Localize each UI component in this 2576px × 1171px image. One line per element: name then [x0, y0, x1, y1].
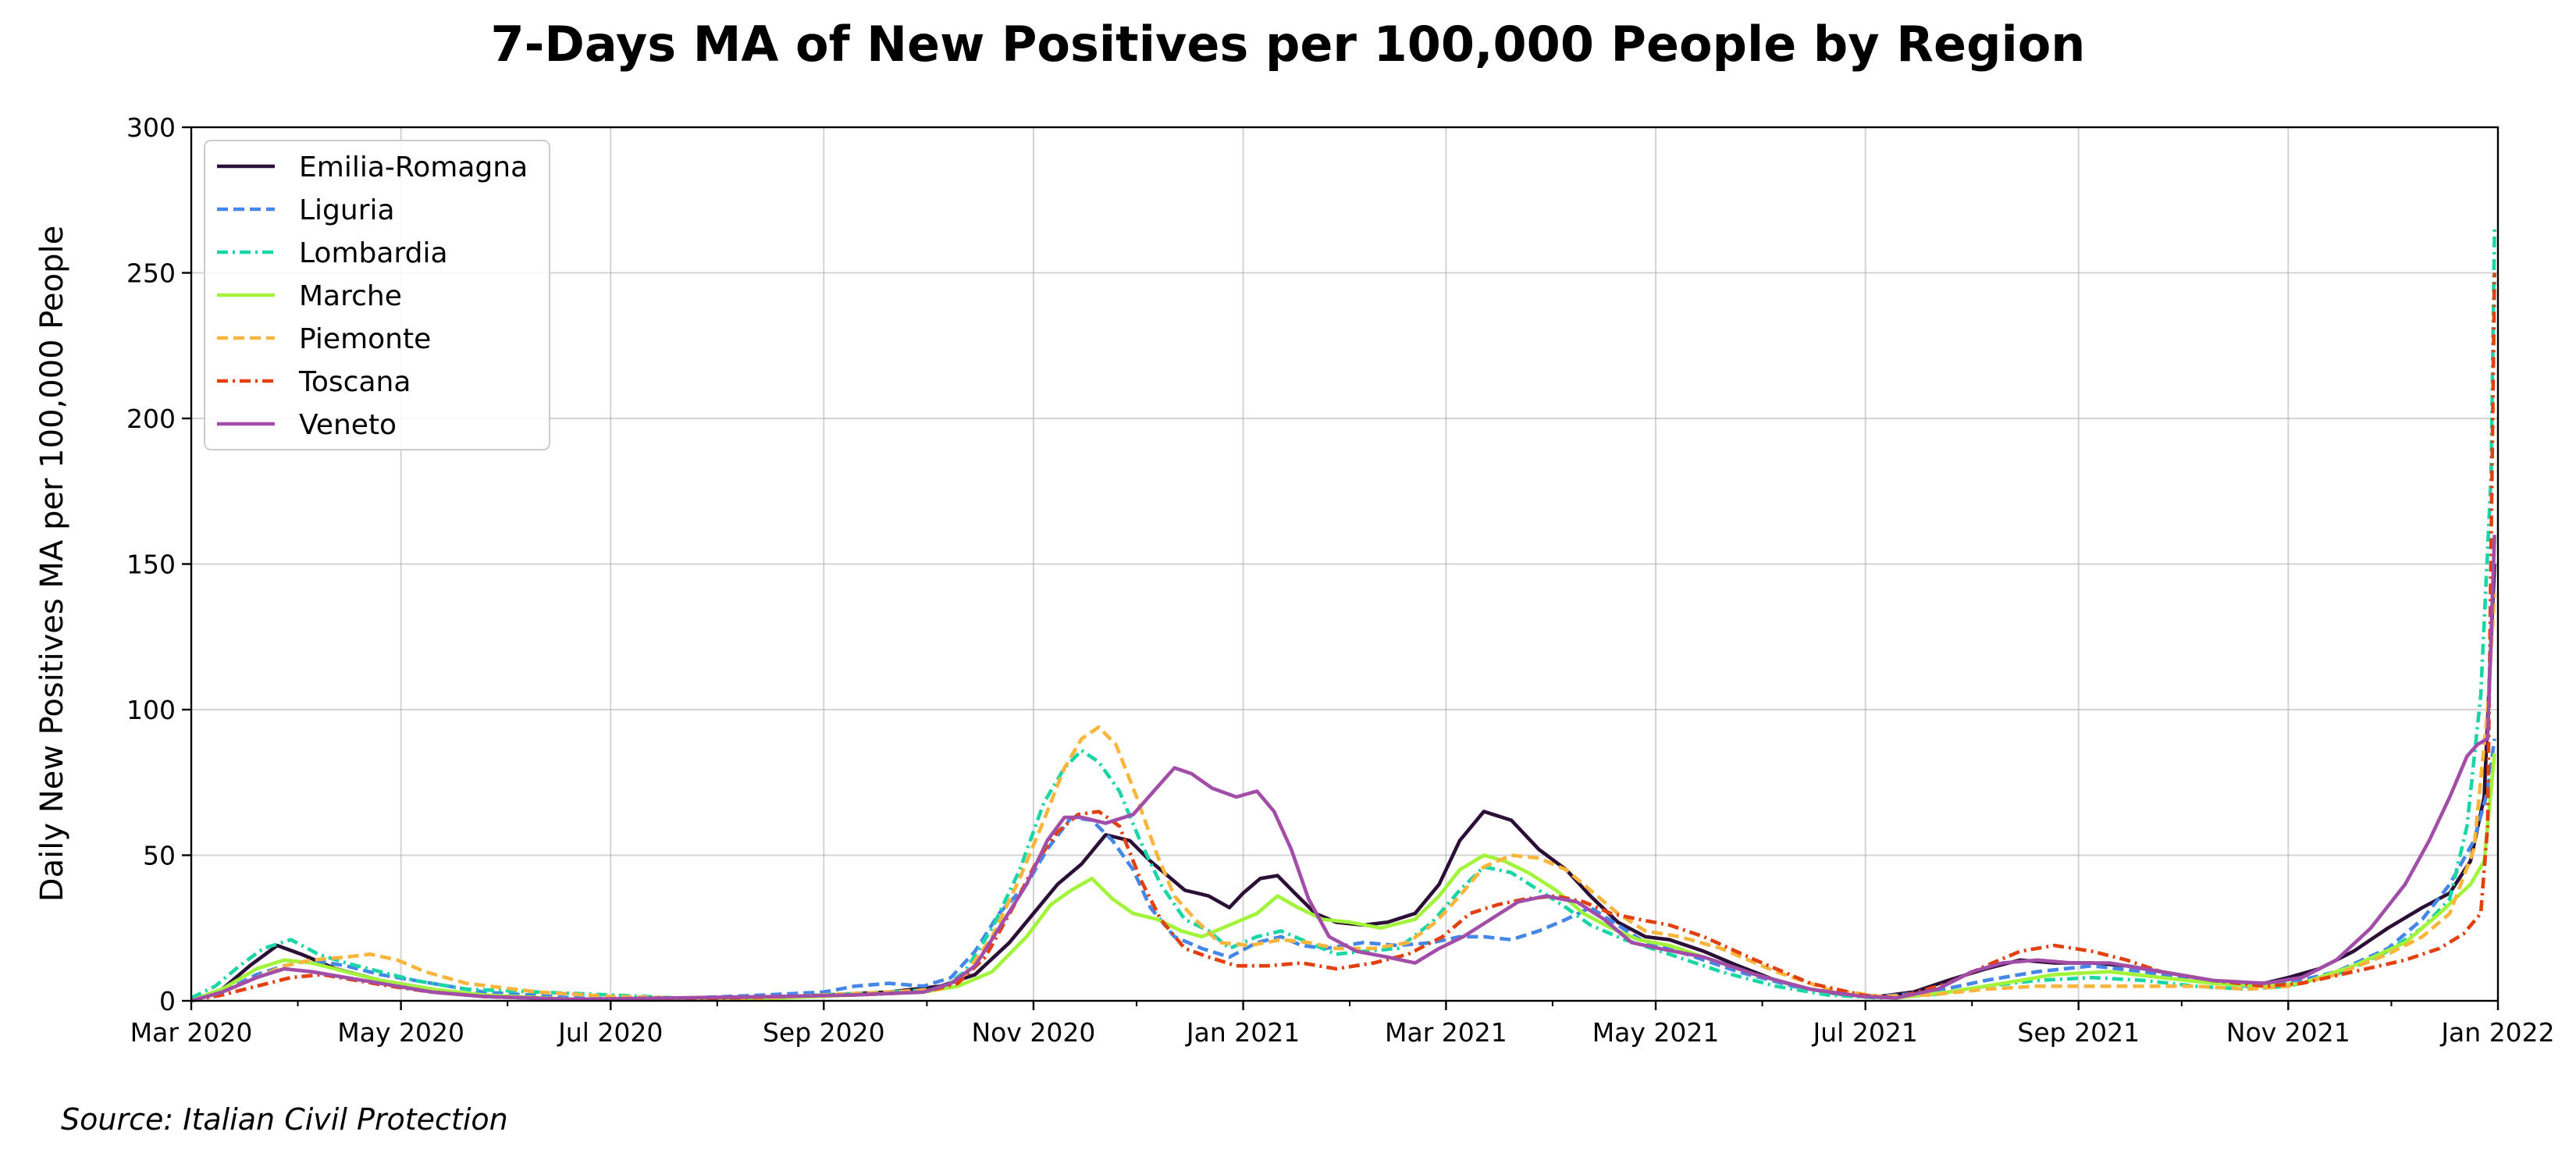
x-tick-label: May 2020	[337, 1017, 464, 1048]
series-line	[190, 593, 2496, 1003]
series-line	[190, 564, 2496, 1003]
y-axis-ticks: 0 50 100 150 200 250 300	[126, 112, 191, 1016]
legend-label: Lombardia	[299, 237, 448, 269]
y-tick-label: 150	[126, 550, 176, 580]
legend-frame	[204, 140, 550, 450]
legend-label: Piemonte	[299, 323, 431, 355]
x-axis-ticks: Mar 2020 May 2020 Jul 2020 Sep 2020 Nov 2020…	[130, 1001, 2555, 1048]
legend: Emilia-Romagna Liguria Lombardia Marche Piem…	[204, 140, 550, 450]
legend-label: Veneto	[299, 409, 397, 441]
x-tick-label: Jan 2021	[1185, 1017, 1300, 1048]
legend-label: Marche	[299, 280, 402, 312]
y-tick-label: 250	[126, 258, 176, 289]
series-line	[190, 753, 2496, 1003]
y-axis-label: Daily New Positives MA per 100,000 Peopl…	[34, 226, 70, 902]
series-line	[190, 229, 2496, 1000]
legend-label: Emilia-Romagna	[299, 151, 528, 183]
source-note: Source: Italian Civil Protection	[61, 1102, 508, 1137]
series-lines	[190, 229, 2496, 1003]
x-tick-label: Mar 2020	[130, 1017, 253, 1048]
series-line	[190, 739, 2496, 1003]
y-tick-label: 50	[143, 841, 176, 871]
y-tick-label: 100	[126, 695, 176, 725]
legend-label: Toscana	[298, 366, 411, 398]
chart-title: 7-Days MA of New Positives per 100,000 P…	[491, 16, 2086, 73]
x-tick-label: Jul 2020	[557, 1017, 663, 1048]
y-tick-label: 200	[126, 404, 176, 434]
x-tick-label: Nov 2020	[972, 1017, 1096, 1048]
y-tick-label: 300	[126, 112, 176, 143]
x-tick-label: Jul 2021	[1812, 1017, 1918, 1048]
series-line	[190, 535, 2496, 1003]
x-tick-label: Nov 2021	[2226, 1017, 2350, 1048]
x-tick-label: Sep 2021	[2017, 1017, 2140, 1048]
x-tick-label: Mar 2021	[1385, 1017, 1507, 1048]
legend-label: Liguria	[299, 194, 395, 226]
x-tick-label: Sep 2020	[763, 1017, 885, 1048]
y-tick-label: 0	[159, 986, 176, 1016]
x-tick-label: May 2021	[1592, 1017, 1720, 1048]
grid-lines	[190, 126, 2499, 1002]
x-tick-label: Jan 2022	[2439, 1017, 2554, 1048]
